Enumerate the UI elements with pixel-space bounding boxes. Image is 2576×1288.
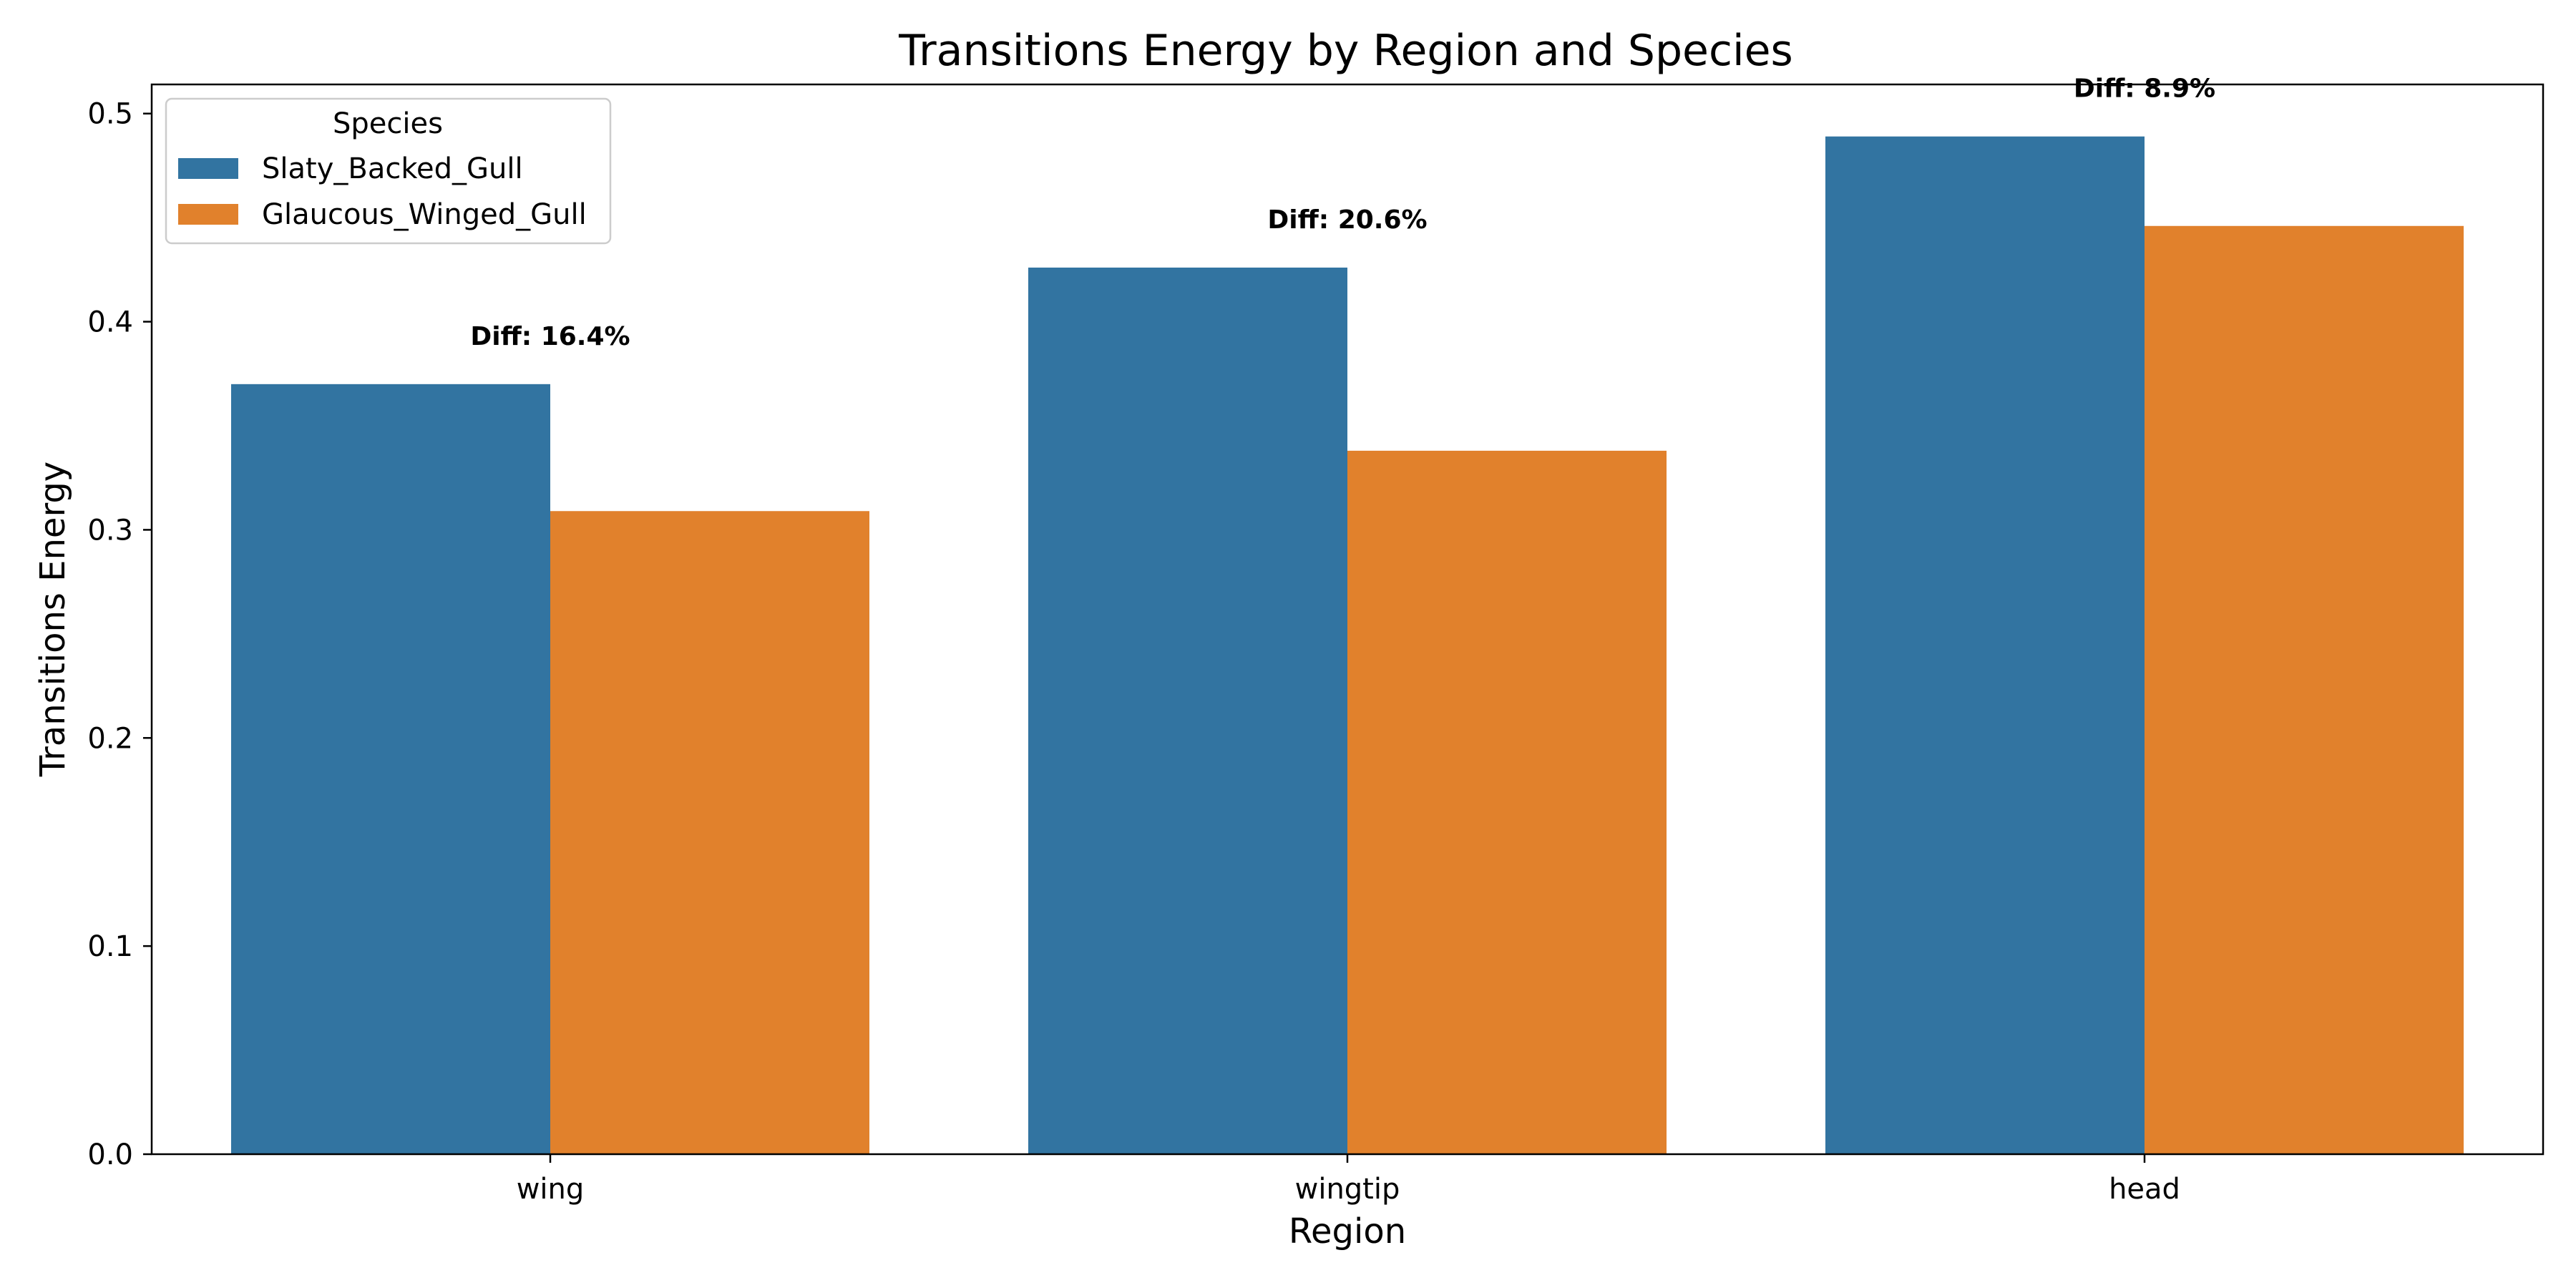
y-tick-label: 0.3 — [87, 514, 133, 547]
x-tick-label-head: head — [2109, 1173, 2180, 1206]
x-tick-label-wingtip: wingtip — [1295, 1173, 1400, 1206]
bars-layer — [231, 136, 2464, 1155]
bar-wing-slaty-backed-gull — [231, 384, 550, 1154]
x-tick-label-wing: wing — [517, 1173, 585, 1206]
bar-wingtip-slaty-backed-gull — [1028, 267, 1347, 1154]
annotation-wingtip: Diff: 20.6% — [1267, 205, 1427, 235]
chart-title: Transitions Energy by Region and Species — [898, 26, 1793, 76]
legend-label-glaucous-winged-gull: Glaucous_Winged_Gull — [262, 198, 587, 231]
annotations-layer: Diff: 16.4% Diff: 20.6% Diff: 8.9% — [470, 74, 2215, 351]
y-tick-label: 0.5 — [87, 98, 133, 131]
annotation-head: Diff: 8.9% — [2074, 74, 2215, 104]
legend-swatch-glaucous-winged-gull — [178, 204, 238, 225]
bar-wing-glaucous-winged-gull — [550, 511, 869, 1154]
x-axis-label: Region — [1289, 1211, 1406, 1252]
legend-swatch-slaty-backed-gull — [178, 158, 238, 179]
bar-head-slaty-backed-gull — [1825, 136, 2145, 1155]
bar-wingtip-glaucous-winged-gull — [1347, 450, 1667, 1154]
annotation-wing: Diff: 16.4% — [470, 322, 630, 351]
plot-frame — [150, 83, 2545, 1156]
legend-title: Species — [333, 107, 443, 140]
bar-head-glaucous-winged-gull — [2145, 225, 2464, 1154]
legend: Species Slaty_Backed_Gull Glaucous_Winge… — [165, 97, 612, 245]
y-axis: 0.0 0.1 0.2 0.3 0.4 0.5 — [87, 98, 152, 1171]
y-axis-label: Transitions Energy — [33, 462, 73, 777]
legend-box — [165, 97, 612, 245]
y-tick-label: 0.1 — [87, 930, 133, 963]
y-tick-label: 0.4 — [87, 306, 133, 339]
y-tick-label: 0.2 — [87, 722, 133, 755]
legend-label-slaty-backed-gull: Slaty_Backed_Gull — [262, 152, 523, 185]
y-tick-label: 0.0 — [87, 1138, 133, 1171]
x-axis: wing wingtip head — [517, 1154, 2180, 1206]
